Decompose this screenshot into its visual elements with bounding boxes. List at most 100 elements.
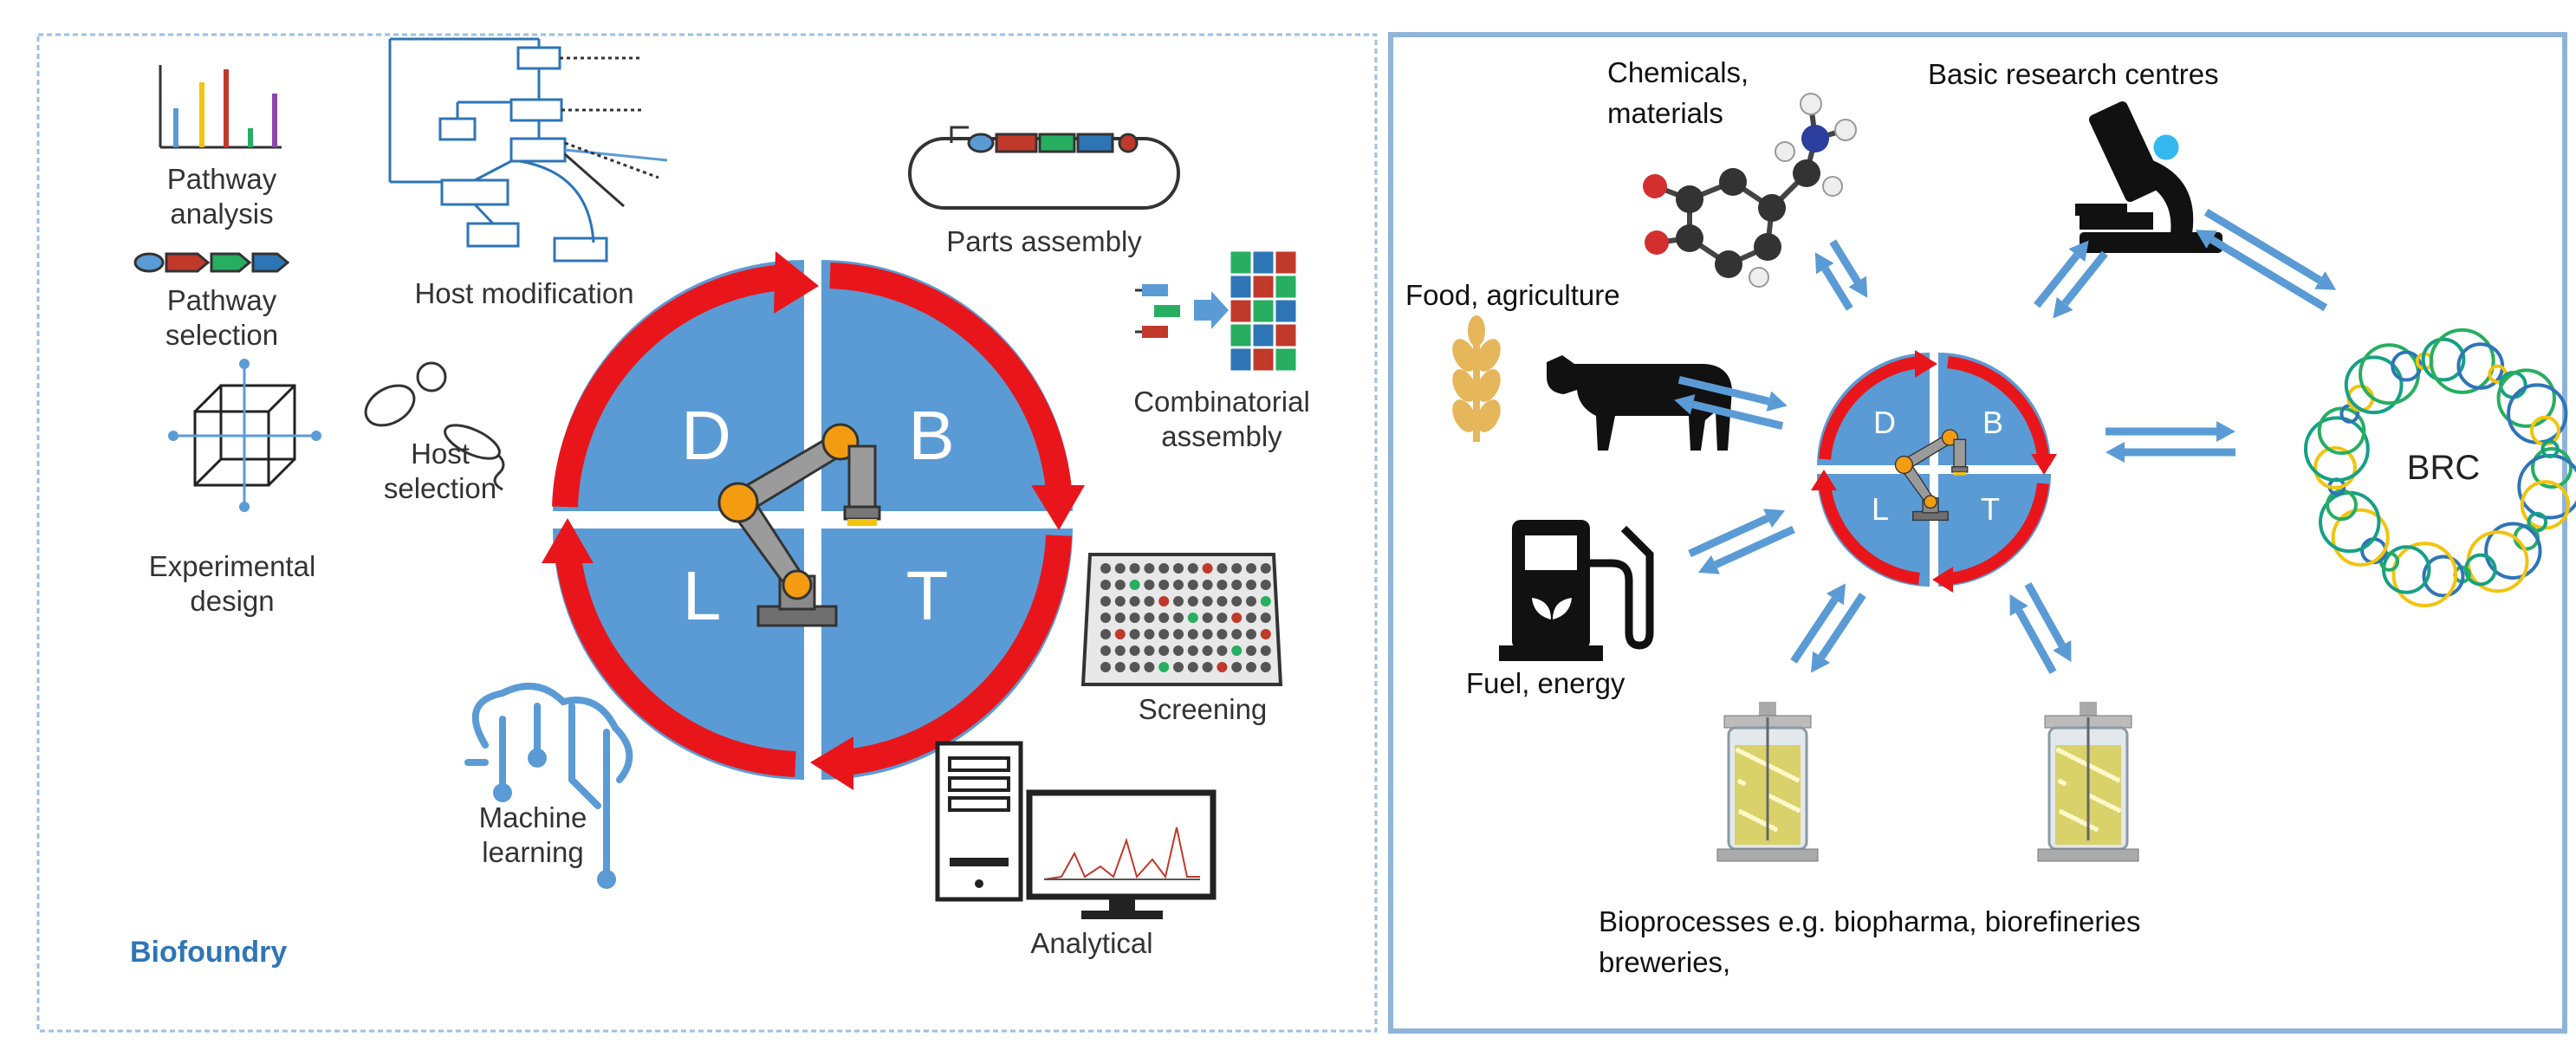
well bbox=[1202, 662, 1213, 672]
arrow-shaft bbox=[2203, 208, 2322, 284]
dna-strand bbox=[2344, 355, 2404, 415]
mini-quadrant-l bbox=[1817, 474, 1930, 587]
mini-quadrant-b bbox=[1938, 353, 2051, 465]
combinatorial-assembly-label-2: assembly bbox=[1161, 420, 1282, 452]
grid-cell bbox=[1252, 323, 1275, 347]
well bbox=[1260, 580, 1271, 590]
molecule-icon bbox=[1643, 93, 1857, 288]
mini-quadrant-d bbox=[1817, 353, 1930, 465]
dna-strand bbox=[2422, 554, 2465, 598]
well bbox=[1202, 580, 1213, 590]
arrow-head bbox=[2314, 271, 2337, 290]
well bbox=[1129, 580, 1140, 590]
brc-label: BRC bbox=[2407, 449, 2480, 487]
arrow-shaft bbox=[1677, 375, 1770, 405]
mini-letter-t: T bbox=[1981, 491, 2000, 527]
well bbox=[1144, 645, 1155, 656]
reactor-motor bbox=[1759, 702, 1776, 717]
well bbox=[1246, 645, 1256, 656]
arrow-head bbox=[2195, 230, 2217, 249]
mini-letter-b: B bbox=[1982, 405, 2003, 440]
well bbox=[1129, 629, 1140, 639]
well bbox=[1231, 645, 1243, 656]
well bbox=[1100, 662, 1111, 672]
well bbox=[1114, 662, 1126, 672]
well bbox=[1173, 596, 1184, 606]
well bbox=[1158, 596, 1170, 606]
dna-strand bbox=[2540, 439, 2560, 458]
dna-strand bbox=[2484, 522, 2542, 580]
well bbox=[1231, 662, 1243, 672]
well bbox=[1100, 580, 1111, 590]
well bbox=[1100, 645, 1111, 656]
well bbox=[1260, 629, 1271, 639]
arrow-head bbox=[1848, 276, 1868, 298]
well bbox=[1246, 662, 1256, 672]
well bbox=[1173, 613, 1184, 623]
arrow-shaft bbox=[1790, 597, 1839, 664]
arrow-head bbox=[2216, 421, 2235, 442]
arrow-shaft bbox=[1688, 515, 1769, 558]
cycle-arrow-test bbox=[843, 535, 1072, 775]
well bbox=[1187, 580, 1198, 590]
cycle-arrowhead-design bbox=[774, 251, 819, 314]
network-icon bbox=[388, 37, 668, 263]
experimental-design-label-2: design bbox=[190, 585, 274, 617]
arrow-head bbox=[2053, 640, 2072, 663]
machine-learning-label-2: learning bbox=[482, 836, 583, 868]
well bbox=[1144, 613, 1155, 623]
bubble bbox=[2061, 781, 2067, 786]
combinatorial-assembly-label-1: Combinatorial bbox=[1133, 386, 1310, 418]
well bbox=[1173, 629, 1184, 639]
bioprocesses-label-2: breweries, bbox=[1599, 946, 1730, 978]
well bbox=[1260, 645, 1271, 656]
well bbox=[1158, 629, 1170, 639]
dna-strand bbox=[2531, 447, 2573, 489]
brain-circuit-icon bbox=[464, 683, 633, 889]
grid-cell bbox=[1230, 250, 1252, 275]
bioprocesses-label-1: Bioprocesses e.g. biopharma, biorefineri… bbox=[1599, 905, 2141, 937]
arrow-head bbox=[2009, 593, 2028, 616]
pathway-analysis-label-1: Pathway bbox=[167, 163, 277, 195]
well bbox=[1260, 563, 1271, 574]
connection-arrows bbox=[1674, 208, 2337, 675]
cycle-letter-d: D bbox=[681, 397, 731, 474]
well bbox=[1158, 613, 1170, 623]
well bbox=[1187, 613, 1198, 623]
grid-cell bbox=[1230, 347, 1252, 372]
pathway-selection-label-1: Pathway bbox=[167, 284, 277, 316]
cycle-quadrant-d bbox=[553, 260, 804, 511]
well bbox=[1246, 563, 1256, 574]
combinatorial-grid-icon bbox=[1135, 250, 1297, 372]
arrow-head bbox=[1810, 651, 1831, 673]
host-selection-label-1: Host bbox=[411, 438, 470, 470]
well bbox=[1187, 563, 1198, 574]
mini-letter-d: D bbox=[1873, 405, 1896, 440]
grid-cell bbox=[1252, 299, 1275, 323]
pathway-parts-icon bbox=[133, 252, 290, 273]
arrow-head bbox=[2053, 296, 2073, 319]
host-cells-icon bbox=[364, 361, 505, 491]
host-selection-label-2: selection bbox=[384, 472, 496, 504]
well bbox=[1187, 645, 1198, 656]
well bbox=[1144, 629, 1155, 639]
bioreactor-icon-2 bbox=[2037, 702, 2139, 862]
well bbox=[1129, 613, 1140, 623]
bubble bbox=[1773, 827, 1778, 832]
arrow-head bbox=[1674, 394, 1696, 415]
well bbox=[1158, 563, 1170, 574]
well bbox=[1246, 580, 1256, 590]
dna-ring-icon bbox=[2303, 327, 2576, 607]
well bbox=[1144, 580, 1155, 590]
cycle-quadrant-t bbox=[821, 528, 1073, 780]
well bbox=[1217, 613, 1228, 623]
well bbox=[1231, 629, 1243, 639]
well bbox=[1100, 629, 1111, 639]
well bbox=[1114, 629, 1126, 639]
well bbox=[1202, 645, 1213, 656]
fuel-label: Fuel, energy bbox=[1466, 667, 1625, 699]
well bbox=[1202, 563, 1213, 574]
well bbox=[1173, 580, 1184, 590]
well bbox=[1217, 629, 1228, 639]
